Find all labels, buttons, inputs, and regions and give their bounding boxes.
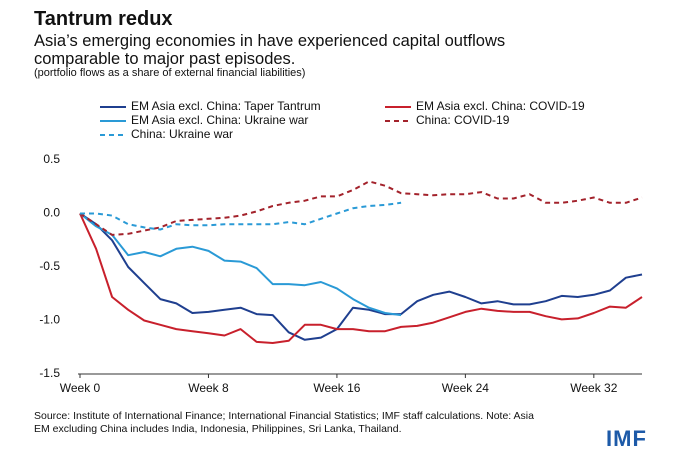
source: Source: Institute of International Finan… <box>34 410 534 435</box>
y-tick-label: -0.5 <box>39 259 60 273</box>
y-tick-label: 0.5 <box>43 152 60 166</box>
y-tick-label: -1.0 <box>39 313 60 327</box>
x-tick-label: Week 0 <box>60 381 101 395</box>
chart-title: Tantrum redux <box>34 8 173 30</box>
chart-subtitle: Asia’s emerging economies in have experi… <box>34 32 506 68</box>
series-line <box>79 213 643 344</box>
x-tick-label: Week 24 <box>442 381 489 395</box>
y-tick-label: -1.5 <box>39 366 60 380</box>
series-line <box>79 180 643 236</box>
legend-label: EM Asia excl. China: COVID-19 <box>416 99 585 113</box>
x-tick-label: Week 32 <box>570 381 617 395</box>
series-line <box>80 201 402 231</box>
legend-label: EM Asia excl. China: Taper Tantrum <box>131 99 321 113</box>
x-tick-label: Week 16 <box>313 381 360 395</box>
legend-label: China: COVID-19 <box>416 113 510 127</box>
logo: IMF <box>606 426 647 451</box>
legend-label: China: Ukraine war <box>131 127 233 141</box>
series-line <box>79 212 402 317</box>
chart-note: (portfolio flows as a share of external … <box>34 67 306 79</box>
legend-label: EM Asia excl. China: Ukraine war <box>131 113 308 127</box>
y-tick-label: 0.0 <box>43 206 60 220</box>
x-tick-label: Week 8 <box>188 381 229 395</box>
series-line <box>79 212 643 341</box>
